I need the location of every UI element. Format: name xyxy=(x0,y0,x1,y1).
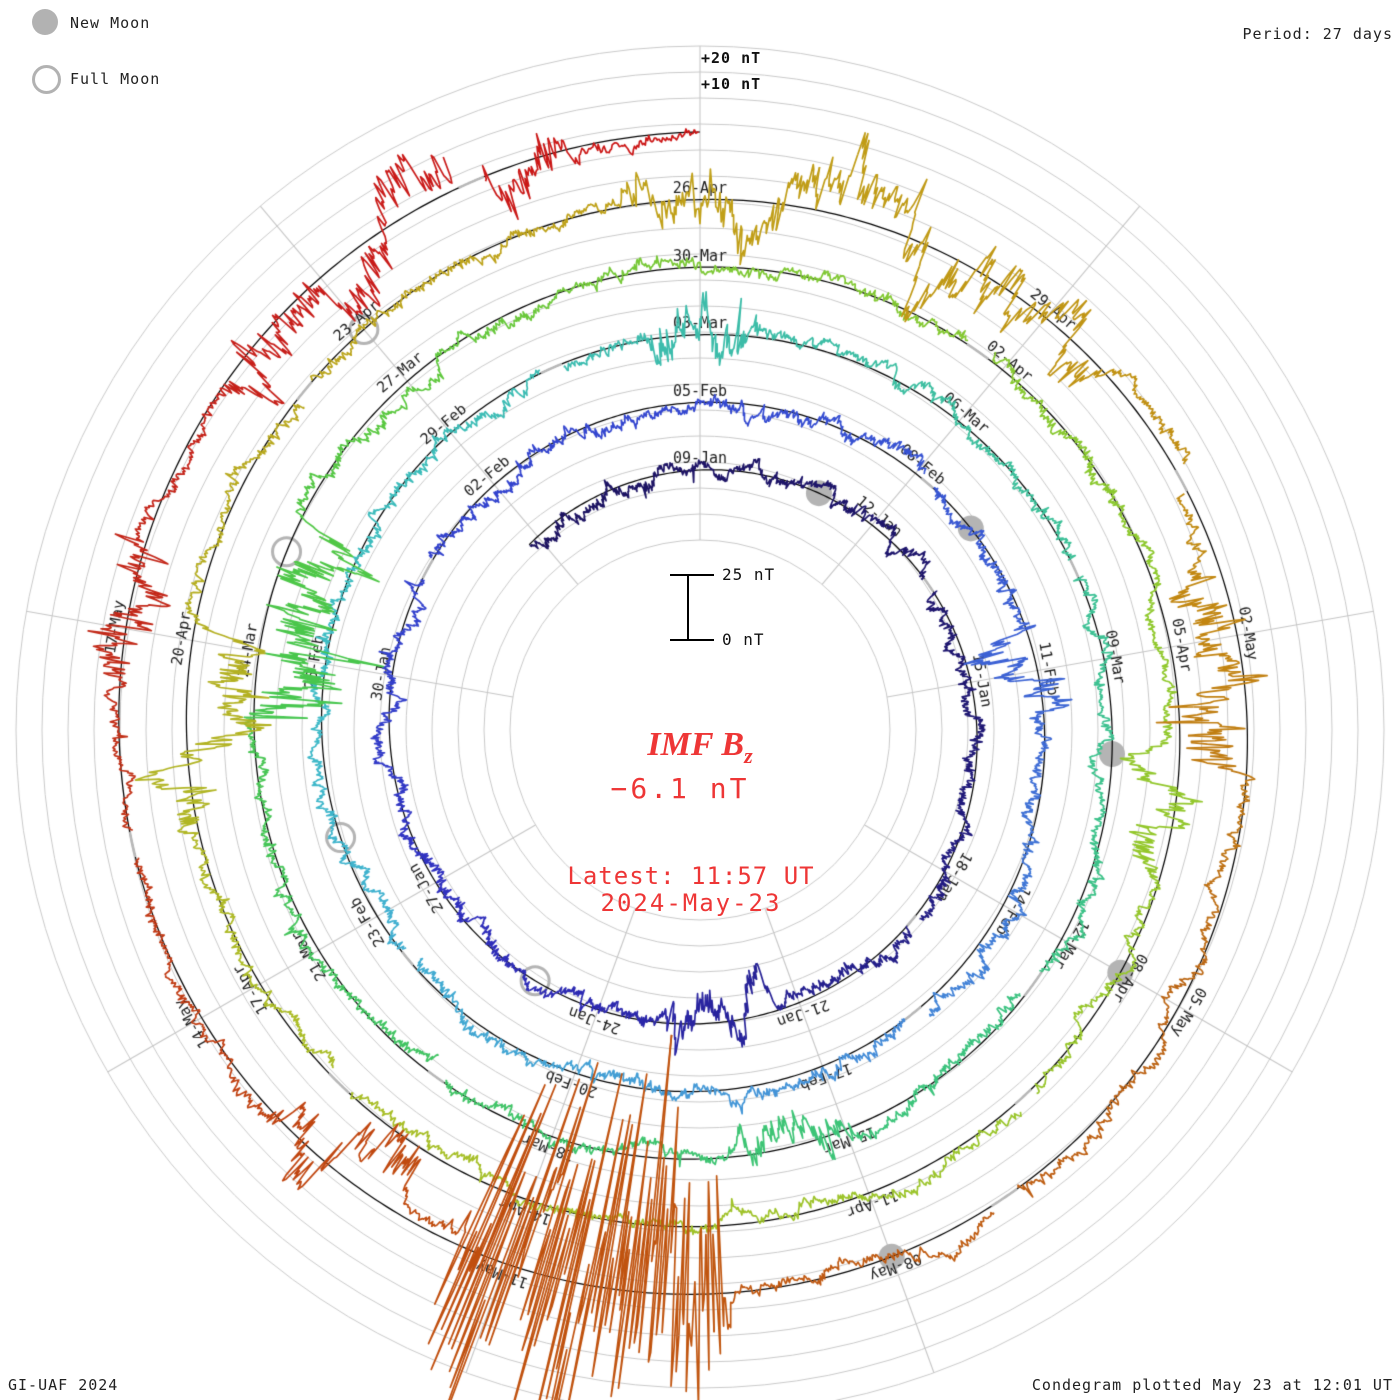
plotted-timestamp-label: Condegram plotted May 23 at 12:01 UT xyxy=(1031,1376,1393,1394)
period-label: Period: 27 days xyxy=(1242,25,1393,43)
source-label: GI-UAF 2024 xyxy=(8,1376,119,1394)
plus10nt-label: +10 nT xyxy=(701,75,762,93)
imf-bz-value: −6.1 nT xyxy=(610,772,750,805)
plus20nt-label: +20 nT xyxy=(701,49,762,67)
scale-bar-bottom-cap xyxy=(670,639,714,641)
full-moon-label: Full Moon xyxy=(70,70,161,88)
scale-bar-bottom-label: 0 nT xyxy=(722,630,765,649)
scale-bar-top-cap xyxy=(670,574,714,576)
scale-bar xyxy=(687,574,689,641)
new-moon-label: New Moon xyxy=(70,14,151,32)
new-moon-icon xyxy=(32,9,58,35)
full-moon-icon xyxy=(32,65,61,94)
latest-date-label: 2024-May-23 xyxy=(600,889,782,917)
imf-bz-title: IMF Bz xyxy=(647,726,753,768)
scale-bar-top-label: 25 nT xyxy=(722,565,776,584)
latest-time-label: Latest: 11:57 UT xyxy=(567,862,815,890)
